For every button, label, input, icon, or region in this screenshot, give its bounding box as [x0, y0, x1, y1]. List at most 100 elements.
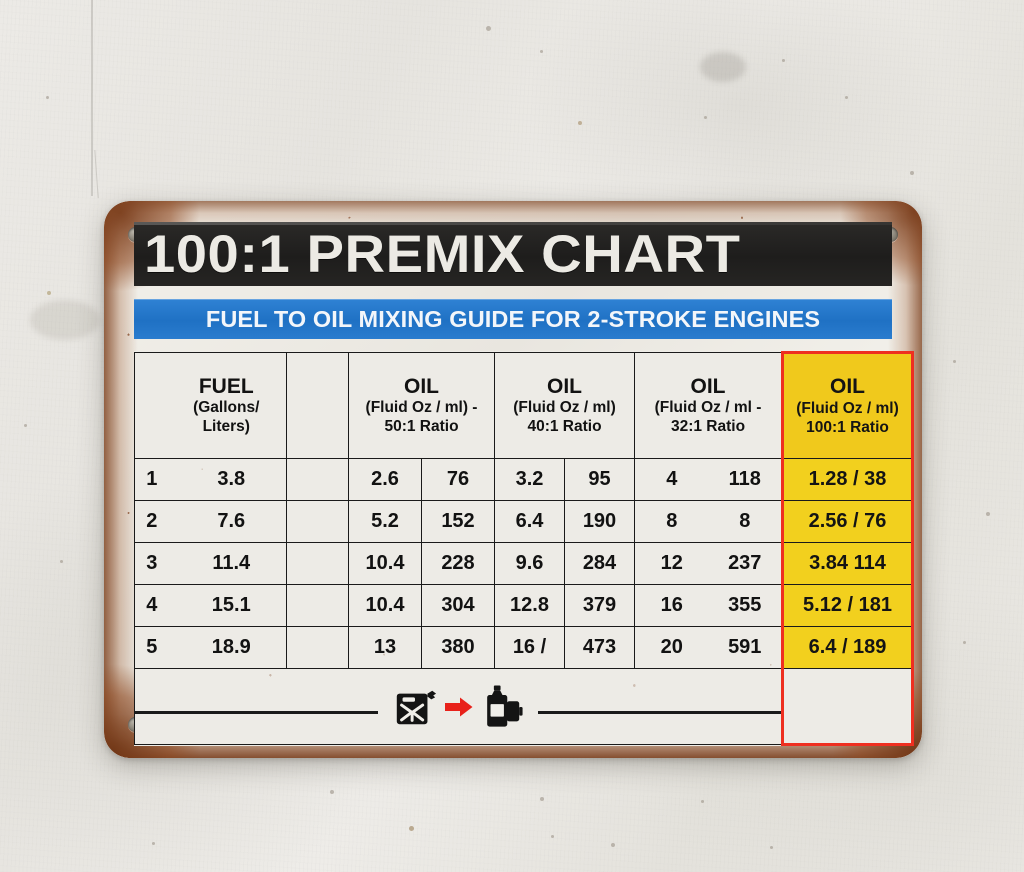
column-header-40-1: OIL (Fluid Oz / ml) 40:1 Ratio — [494, 352, 635, 459]
footer-icon-group — [135, 669, 781, 744]
cell-40-1-oz: 16 / — [494, 626, 565, 669]
cell-40-1-oz: 12.8 — [494, 584, 565, 627]
column-header-40-1-sub-1: (Fluid Oz / ml) — [513, 399, 616, 417]
cell-32-1-ml: 237 — [708, 542, 783, 585]
cell-32-1-oz: 8 — [634, 500, 709, 543]
cell-blank — [286, 458, 349, 501]
cell-fuel-gallons: 1 — [134, 458, 169, 501]
column-header-100-1-sub-1: (Fluid Oz / ml) — [796, 399, 899, 417]
column-header-32-1: OIL (Fluid Oz / ml - 32:1 Ratio — [634, 352, 783, 459]
wall-smudge-left — [30, 300, 100, 340]
column-header-fuel-sub-1: (Gallons/ — [193, 399, 260, 417]
table-row: 4 15.1 10.4 304 12.8 379 16 355 5.12 / 1… — [134, 584, 914, 627]
table-row: 5 18.9 13 380 16 / 473 20 591 6.4 / 189 — [134, 626, 914, 669]
cell-50-1-ml: 76 — [421, 458, 495, 501]
cell-50-1-ml: 304 — [421, 584, 495, 627]
cell-40-1-ml: 284 — [564, 542, 635, 585]
wall-speck — [578, 121, 582, 125]
column-header-fuel — [134, 352, 169, 459]
cell-50-1-ml: 152 — [421, 500, 495, 543]
arrow-right-icon — [445, 697, 473, 716]
column-header-blank — [286, 352, 349, 459]
cell-100-1: 6.4 / 189 — [781, 626, 914, 669]
wall-speck — [611, 843, 615, 847]
cell-40-1-ml: 190 — [564, 500, 635, 543]
sign-content: 100:1 PREMIX CHART FUEL TO OIL MIXING GU… — [134, 222, 914, 746]
wall-speck — [540, 797, 544, 801]
premix-ratio-table: FUEL (Gallons/ Liters) OIL (Fluid Oz / m… — [134, 351, 914, 746]
page-subtitle: FUEL TO OIL MIXING GUIDE FOR 2-STROKE EN… — [205, 305, 821, 332]
column-header-40-1-main: OIL — [547, 374, 582, 398]
footer-rule-right — [538, 711, 781, 714]
wall-speck — [782, 59, 785, 62]
footer-highlight-cell — [781, 668, 914, 746]
cell-fuel-gallons: 2 — [134, 500, 169, 543]
table-header: FUEL (Gallons/ Liters) OIL (Fluid Oz / m… — [134, 351, 914, 459]
cell-32-1-ml: 355 — [708, 584, 783, 627]
wall-speck — [910, 171, 914, 175]
cell-50-1-oz: 10.4 — [348, 584, 422, 627]
cell-blank — [286, 584, 349, 627]
cell-32-1-ml: 8 — [708, 500, 783, 543]
jerry-can-icon — [396, 690, 437, 724]
cell-32-1-ml: 591 — [708, 626, 783, 669]
wall-speck — [330, 790, 334, 794]
column-header-40-1-sub-2: 40:1 Ratio — [527, 418, 602, 436]
column-header-50-1-sub-1: (Fluid Oz / ml) - — [365, 399, 478, 417]
wall-speck — [60, 560, 63, 563]
wall-speck — [47, 291, 51, 295]
cell-fuel-liters: 3.8 — [168, 458, 287, 501]
wall-speck — [845, 96, 848, 99]
cell-50-1-oz: 13 — [348, 626, 422, 669]
column-header-32-1-sub-2: 32:1 Ratio — [670, 418, 746, 436]
wall-speck — [986, 512, 990, 516]
cell-50-1-ml: 228 — [421, 542, 495, 585]
premix-chart-sign: 100:1 PREMIX CHART FUEL TO OIL MIXING GU… — [104, 201, 922, 758]
wall-speck — [551, 835, 554, 838]
table-row: 1 3.8 2.6 76 3.2 95 4 118 1.28 / 38 — [134, 458, 914, 501]
cell-100-1: 2.56 / 76 — [781, 500, 914, 543]
cell-32-1-ml: 118 — [708, 458, 783, 501]
cell-100-1: 5.12 / 181 — [781, 584, 914, 627]
wall-speck — [704, 116, 707, 119]
cell-fuel-liters: 11.4 — [168, 542, 287, 585]
page-title: 100:1 PREMIX CHART — [144, 224, 741, 284]
cell-40-1-ml: 379 — [564, 584, 635, 627]
wall-speck — [486, 26, 491, 31]
cell-32-1-oz: 16 — [634, 584, 709, 627]
wall-speck — [701, 800, 704, 803]
cell-50-1-ml: 380 — [421, 626, 495, 669]
column-header-32-1-main: OIL — [690, 374, 726, 398]
cell-50-1-oz: 10.4 — [348, 542, 422, 585]
wall-seam-hairline — [94, 150, 99, 198]
cell-100-1: 3.84 114 — [781, 542, 914, 585]
cell-40-1-oz: 6.4 — [494, 500, 565, 543]
cell-fuel-liters: 18.9 — [168, 626, 287, 669]
column-header-100-1: OIL (Fluid Oz / ml) 100:1 Ratio — [781, 351, 914, 459]
cell-blank — [286, 626, 349, 669]
cell-40-1-oz: 9.6 — [494, 542, 565, 585]
table-footer-row — [134, 668, 914, 746]
wall-speck — [152, 842, 155, 845]
cell-50-1-oz: 2.6 — [348, 458, 422, 501]
cell-32-1-oz: 12 — [634, 542, 709, 585]
column-header-100-1-sub-2: 100:1 Ratio — [806, 418, 889, 436]
column-header-fuel-sub-2: Liters) — [202, 418, 250, 436]
cell-32-1-oz: 20 — [634, 626, 709, 669]
cell-fuel-gallons: 5 — [134, 626, 169, 669]
wall-speck — [24, 424, 27, 427]
footer-icon-cell — [134, 668, 783, 745]
cell-blank — [286, 542, 349, 585]
cell-40-1-oz: 3.2 — [494, 458, 565, 501]
oil-bottle-icon — [487, 684, 523, 727]
cell-fuel-gallons: 4 — [134, 584, 169, 627]
cell-50-1-oz: 5.2 — [348, 500, 422, 543]
mixing-icons — [378, 684, 538, 730]
table-row: 3 11.4 10.4 228 9.6 284 12 237 3.84 114 — [134, 542, 914, 585]
footer-rule-left — [135, 711, 378, 714]
column-header-50-1-sub-2: 50:1 Ratio — [384, 418, 459, 436]
wall-smudge-top-right — [700, 52, 746, 82]
column-header-fuel-text: FUEL (Gallons/ Liters) — [168, 352, 287, 459]
cell-100-1: 1.28 / 38 — [781, 458, 914, 501]
cell-blank — [286, 500, 349, 543]
